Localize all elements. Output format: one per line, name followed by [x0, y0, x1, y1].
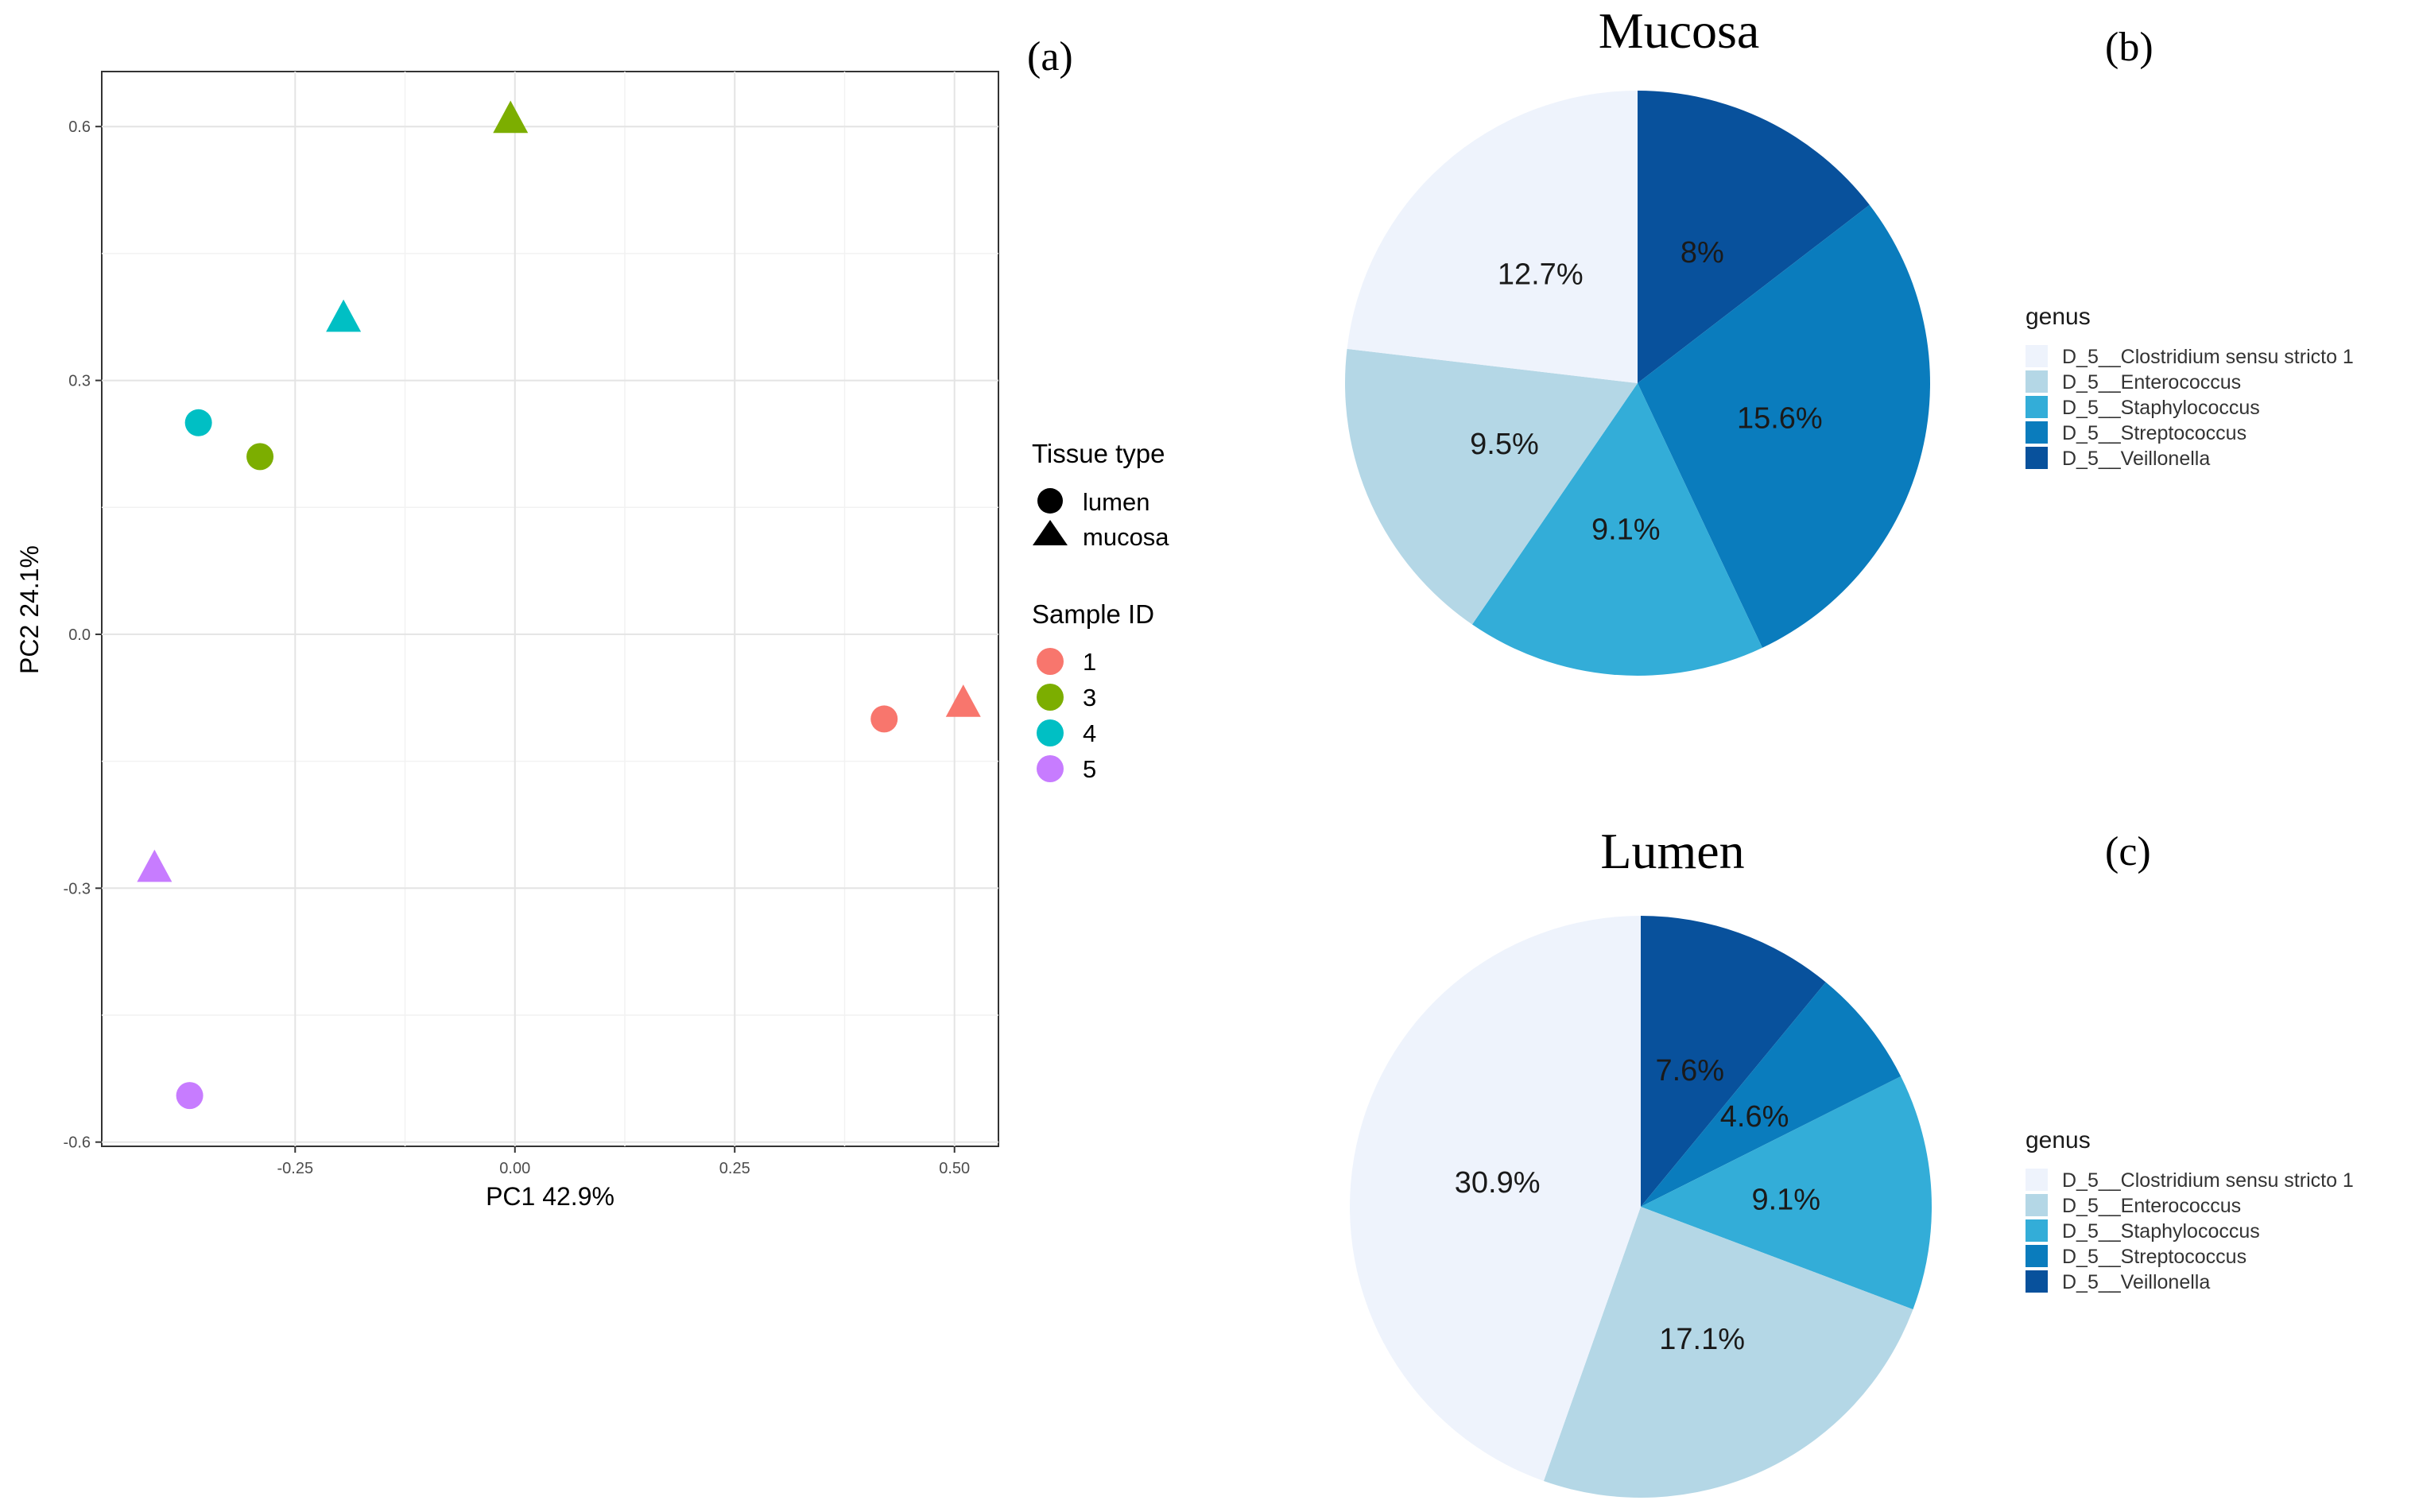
pie-slice-label-staphylococcus: 9.1% — [1751, 1183, 1820, 1216]
legend-label-sample-1: 1 — [1083, 648, 1096, 676]
y-axis-label: PC2 24.1% — [15, 545, 44, 674]
sample-id-legend: Sample ID 1 3 4 5 — [1032, 599, 1154, 783]
pie-slice-veillonella — [1641, 916, 1826, 1207]
pie-legend-swatch — [2026, 1194, 2048, 1216]
pie-slice-veillonella — [1638, 91, 1870, 383]
pie-slice-label-clostridium-sensu-stricto-1: 12.7% — [1498, 258, 1584, 291]
pie-legend-label: D_5__Enterococcus — [2062, 371, 2241, 394]
pie-legend-label: D_5__Veillonella — [2062, 448, 2210, 470]
pie-legend-swatch — [2026, 1169, 2048, 1191]
pie-slice-staphylococcus — [1471, 383, 1762, 677]
pie-legend-label: D_5__Staphylococcus — [2062, 397, 2260, 419]
pie-slice-label-enterococcus: 9.5% — [1470, 428, 1539, 461]
x-tick-label: 0.25 — [719, 1160, 750, 1177]
pie-legend-swatch — [2026, 345, 2048, 367]
pie-slice-label-streptococcus: 4.6% — [1720, 1100, 1789, 1134]
pie-slice-streptococcus — [1638, 204, 1930, 648]
plot-panel — [101, 71, 999, 1147]
y-tick-label: -0.3 — [64, 880, 91, 898]
y-tick-label: 0.0 — [68, 626, 91, 644]
pie-legend-swatch — [2026, 1270, 2048, 1293]
pie-legend-swatch — [2026, 370, 2048, 393]
point-sample-4-lumen — [184, 409, 212, 436]
pie-slice-staphylococcus — [1641, 1076, 1932, 1310]
pie-slice-streptococcus — [1641, 982, 1901, 1207]
legend-color-swatch-4 — [1037, 719, 1064, 746]
pie-title-lumen: Lumen — [1600, 823, 1744, 879]
pie-slice-label-streptococcus: 15.6% — [1737, 401, 1823, 435]
point-sample-1-mucosa — [945, 684, 981, 717]
legend-circle-marker — [1037, 488, 1063, 514]
x-tick-label: 0.50 — [939, 1160, 970, 1177]
pie-legend-label: D_5__Clostridium sensu stricto 1 — [2062, 1169, 2354, 1192]
x-axis-label: PC1 42.9% — [486, 1182, 614, 1211]
legend-label-lumen: lumen — [1083, 488, 1149, 516]
pie-legend-label: D_5__Clostridium sensu stricto 1 — [2062, 346, 2354, 368]
pie-slice-label-veillonella: 7.6% — [1655, 1054, 1724, 1087]
pie-legend-title: genus — [2026, 1127, 2091, 1153]
pie-slice-enterococcus — [1345, 348, 1638, 625]
sample-id-legend-title: Sample ID — [1032, 599, 1154, 629]
pie-legend-title: genus — [2026, 304, 2091, 330]
pie-legend-swatch — [2026, 1245, 2048, 1267]
mucosa-pie-panel: Mucosa (b) 8% 15.6% 9.1% 9.5% 12.7% genus D_5… — [1345, 2, 2354, 677]
point-sample-1-lumen — [870, 705, 898, 733]
pie-slice-clostridium-sensu-stricto-1 — [1349, 916, 1641, 1482]
pie-title-mucosa: Mucosa — [1599, 2, 1760, 59]
legend-color-swatch-3 — [1037, 684, 1064, 711]
y-tick-label: -0.6 — [64, 1134, 91, 1152]
pie-legend-swatch — [2026, 396, 2048, 418]
pie-legend-label: D_5__Staphylococcus — [2062, 1220, 2260, 1243]
pie-legend-swatch — [2026, 1219, 2048, 1242]
pie-legend-swatch — [2026, 447, 2048, 469]
y-tick-label: 0.6 — [68, 118, 91, 136]
pie-legend-label: D_5__Enterococcus — [2062, 1195, 2241, 1217]
point-sample-5-mucosa — [137, 849, 173, 882]
legend-color-swatch-5 — [1037, 755, 1064, 782]
pie-slice-label-staphylococcus: 9.1% — [1591, 513, 1661, 546]
point-sample-5-lumen — [176, 1082, 204, 1110]
tissue-type-legend-title: Tissue type — [1032, 439, 1165, 468]
legend-label-sample-4: 4 — [1083, 719, 1096, 747]
panel-label-a: (a) — [1027, 34, 1073, 79]
x-tick-label: 0.00 — [499, 1160, 530, 1177]
panel-label-b: (b) — [2105, 25, 2153, 70]
point-sample-3-lumen — [246, 443, 274, 471]
pie-slice-clostridium-sensu-stricto-1 — [1347, 91, 1638, 383]
legend-triangle-marker — [1033, 520, 1068, 545]
pie-legend-label: D_5__Veillonella — [2062, 1271, 2210, 1293]
y-tick-label: 0.3 — [68, 373, 91, 390]
pie-legend-label: D_5__Streptococcus — [2062, 1246, 2246, 1268]
legend-label-sample-5: 5 — [1083, 755, 1096, 783]
pie-legend-swatch — [2026, 421, 2048, 444]
point-sample-3-mucosa — [493, 100, 529, 134]
pie-legend-label: D_5__Streptococcus — [2062, 422, 2246, 444]
pie-slice-label-clostridium-sensu-stricto-1: 30.9% — [1455, 1166, 1541, 1200]
x-tick-label: -0.25 — [277, 1160, 313, 1177]
legend-label-mucosa: mucosa — [1083, 523, 1169, 551]
legend-color-swatch-1 — [1037, 648, 1064, 675]
lumen-pie-panel: Lumen (c) 7.6% 4.6% 9.1% 17.1% 30.9% genus D_… — [1349, 823, 2354, 1498]
pie-slice-label-veillonella: 8% — [1681, 236, 1724, 269]
scatter-panel: -0.25 0.00 0.25 0.50 -0.6 -0.3 0.0 0.3 0.6 PC1 4… — [15, 34, 1169, 1211]
pie-slice-enterococcus — [1543, 1207, 1913, 1498]
legend-label-sample-3: 3 — [1083, 684, 1096, 711]
pie-slice-label-enterococcus: 17.1% — [1659, 1323, 1745, 1356]
tissue-type-legend: Tissue type lumen mucosa — [1032, 439, 1169, 551]
panel-label-c: (c) — [2105, 829, 2151, 874]
point-sample-4-mucosa — [326, 299, 362, 332]
